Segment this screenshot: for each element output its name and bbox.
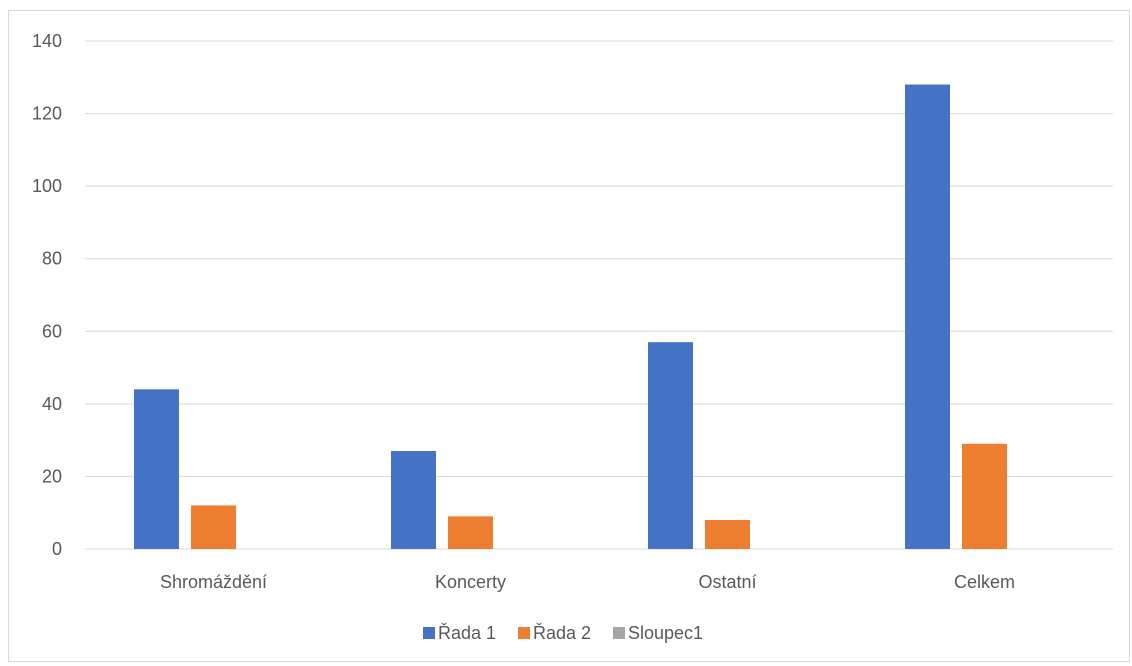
legend-swatch-3 — [613, 627, 625, 639]
x-category-label: Celkem — [954, 572, 1015, 592]
legend-label-2: Řada 2 — [533, 623, 591, 643]
y-tick-label: 80 — [42, 249, 62, 269]
legend-label-3: Sloupec1 — [628, 623, 703, 643]
bar-2-1 — [191, 505, 236, 549]
y-tick-label: 20 — [42, 466, 62, 486]
bar-2-3 — [705, 519, 750, 549]
bar-1-1 — [134, 389, 179, 549]
x-category-label: Shromáždění — [160, 572, 267, 592]
x-category-label: Koncerty — [435, 572, 506, 592]
y-tick-label: 40 — [42, 394, 62, 414]
legend-label-1: Řada 1 — [438, 623, 496, 643]
bar-1-4 — [905, 84, 950, 550]
y-tick-label: 0 — [52, 539, 62, 559]
bar-1-3 — [648, 342, 693, 549]
x-category-label: Ostatní — [698, 572, 756, 592]
y-tick-label: 140 — [32, 31, 62, 51]
legend-swatch-1 — [423, 627, 435, 639]
legend-swatch-2 — [518, 627, 530, 639]
y-tick-label: 100 — [32, 176, 62, 196]
bar-1-2 — [391, 451, 436, 549]
y-tick-label: 120 — [32, 104, 62, 124]
bar-2-2 — [448, 516, 493, 549]
y-tick-label: 60 — [42, 321, 62, 341]
bar-2-4 — [962, 443, 1007, 549]
